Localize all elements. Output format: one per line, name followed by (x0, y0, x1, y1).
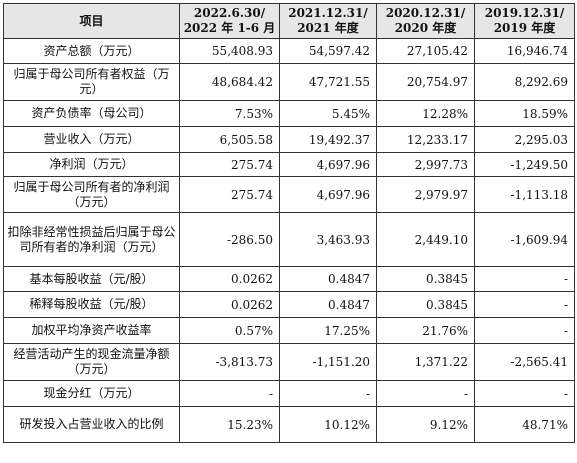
row-label: 加权平均净资产收益率 (3, 317, 180, 344)
cell-value: 0.57% (179, 317, 280, 344)
cell-value: 4,697.96 (279, 176, 377, 213)
cell-value: 4,697.96 (279, 152, 377, 177)
cell-value: 2,979.97 (376, 176, 475, 213)
cell-value: 21.76% (376, 317, 475, 344)
cell-value: 275.74 (179, 176, 280, 213)
row-label: 研发投入占营业收入的比例 (3, 406, 180, 443)
cell-value: 2,997.73 (376, 152, 475, 177)
cell-value: 3,463.93 (279, 212, 377, 267)
header-date: 2022.6.30/ (193, 6, 266, 20)
table-row-debt-ratio: 资产负债率（母公司） 7.53% 5.45% 12.28% 18.59% (3, 100, 575, 127)
cell-value: -1,113.18 (474, 176, 575, 213)
cell-value: - (179, 380, 280, 407)
row-label: 资产总额（万元） (3, 38, 180, 64)
row-label: 基本每股收益（元/股） (3, 266, 180, 292)
table-row-deducted-net-profit: 扣除非经常性损益后归属于母公司所有者的净利润（万元） -286.50 3,463… (3, 212, 575, 267)
cell-value: 20,754.97 (376, 63, 475, 101)
cell-value: 54,597.42 (279, 38, 377, 64)
cell-value: - (474, 317, 575, 344)
table-row-net-profit: 净利润（万元） 275.74 4,697.96 2,997.73 -1,249.… (3, 152, 575, 177)
cell-value: 8,292.69 (474, 63, 575, 101)
cell-value: 55,408.93 (179, 38, 280, 64)
row-label: 归属于母公司所有者的净利润（万元） (3, 176, 180, 213)
cell-value: -2,565.41 (474, 343, 575, 381)
table-row-cash-dividend: 现金分红（万元） - - - - (3, 380, 575, 407)
cell-value: -1,151.20 (279, 343, 377, 381)
cell-value: - (474, 380, 575, 407)
cell-value: 0.0262 (179, 266, 280, 292)
cell-value: 18.59% (474, 100, 575, 127)
cell-value: - (279, 380, 377, 407)
cell-value: 16,946.74 (474, 38, 575, 64)
cell-value: 47,721.55 (279, 63, 377, 101)
row-label: 归属于母公司所有者权益（万元） (3, 63, 180, 101)
cell-value: 5.45% (279, 100, 377, 127)
table-row-roe: 加权平均净资产收益率 0.57% 17.25% 21.76% - (3, 317, 575, 344)
header-date: 2021.12.31/ (288, 6, 368, 20)
cell-value: 48.71% (474, 406, 575, 443)
table-row-total-assets: 资产总额（万元） 55,408.93 54,597.42 27,105.42 1… (3, 38, 575, 64)
table-row-revenue: 营业收入（万元） 6,505.58 19,492.37 12,233.17 2,… (3, 126, 575, 153)
cell-value: 0.3845 (376, 291, 475, 318)
financial-data-table: 项目 2022.6.30/ 2022 年 1-6 月 2021.12.31/ 2… (3, 3, 575, 443)
cell-value: 1,371.22 (376, 343, 475, 381)
header-period-2022h1: 2022.6.30/ 2022 年 1-6 月 (179, 3, 280, 39)
header-period: 2019 年度 (493, 21, 556, 35)
cell-value: 17.25% (279, 317, 377, 344)
cell-value: 2,449.10 (376, 212, 475, 267)
cell-value: -1,249.50 (474, 152, 575, 177)
cell-value: 6,505.58 (179, 126, 280, 153)
cell-value: 0.4847 (279, 266, 377, 292)
cell-value: 2,295.03 (474, 126, 575, 153)
row-label: 稀释每股收益（元/股） (3, 291, 180, 318)
table-header-row: 项目 2022.6.30/ 2022 年 1-6 月 2021.12.31/ 2… (3, 3, 575, 39)
row-label: 净利润（万元） (3, 152, 180, 177)
cell-value: 15.23% (179, 406, 280, 443)
cell-value: 19,492.37 (279, 126, 377, 153)
cell-value: 0.0262 (179, 291, 280, 318)
header-period: 2021 年度 (297, 21, 359, 35)
cell-value: 12,233.17 (376, 126, 475, 153)
table-row-parent-equity: 归属于母公司所有者权益（万元） 48,684.42 47,721.55 20,7… (3, 63, 575, 101)
cell-value: 7.53% (179, 100, 280, 127)
row-label: 经营活动产生的现金流量净额（万元） (3, 343, 180, 381)
table-row-basic-eps: 基本每股收益（元/股） 0.0262 0.4847 0.3845 - (3, 266, 575, 292)
header-period-2021: 2021.12.31/ 2021 年度 (279, 3, 377, 39)
cell-value: 12.28% (376, 100, 475, 127)
row-label: 营业收入（万元） (3, 126, 180, 153)
cell-value: - (474, 291, 575, 318)
cell-value: 48,684.42 (179, 63, 280, 101)
row-label: 现金分红（万元） (3, 380, 180, 407)
cell-value: - (474, 266, 575, 292)
table-row-rd-ratio: 研发投入占营业收入的比例 15.23% 10.12% 9.12% 48.71% (3, 406, 575, 443)
cell-value: -3,813.73 (179, 343, 280, 381)
cell-value: - (376, 380, 475, 407)
cell-value: 275.74 (179, 152, 280, 177)
header-period-2020: 2020.12.31/ 2020 年度 (376, 3, 475, 39)
cell-value: 10.12% (279, 406, 377, 443)
row-label: 资产负债率（母公司） (3, 100, 180, 127)
header-date: 2019.12.31/ (484, 6, 565, 20)
table-row-diluted-eps: 稀释每股收益（元/股） 0.0262 0.4847 0.3845 - (3, 291, 575, 318)
cell-value: 0.3845 (376, 266, 475, 292)
cell-value: -286.50 (179, 212, 280, 267)
cell-value: 27,105.42 (376, 38, 475, 64)
table-row-parent-net-profit: 归属于母公司所有者的净利润（万元） 275.74 4,697.96 2,979.… (3, 176, 575, 213)
cell-value: 0.4847 (279, 291, 377, 318)
cell-value: 9.12% (376, 406, 475, 443)
header-item: 项目 (3, 3, 180, 39)
header-period: 2020 年度 (394, 21, 457, 35)
header-date: 2020.12.31/ (385, 6, 466, 20)
table-row-operating-cash-flow: 经营活动产生的现金流量净额（万元） -3,813.73 -1,151.20 1,… (3, 343, 575, 381)
cell-value: -1,609.94 (474, 212, 575, 267)
header-period: 2022 年 1-6 月 (183, 21, 276, 35)
header-period-2019: 2019.12.31/ 2019 年度 (474, 3, 575, 39)
row-label: 扣除非经常性损益后归属于母公司所有者的净利润（万元） (3, 212, 180, 267)
